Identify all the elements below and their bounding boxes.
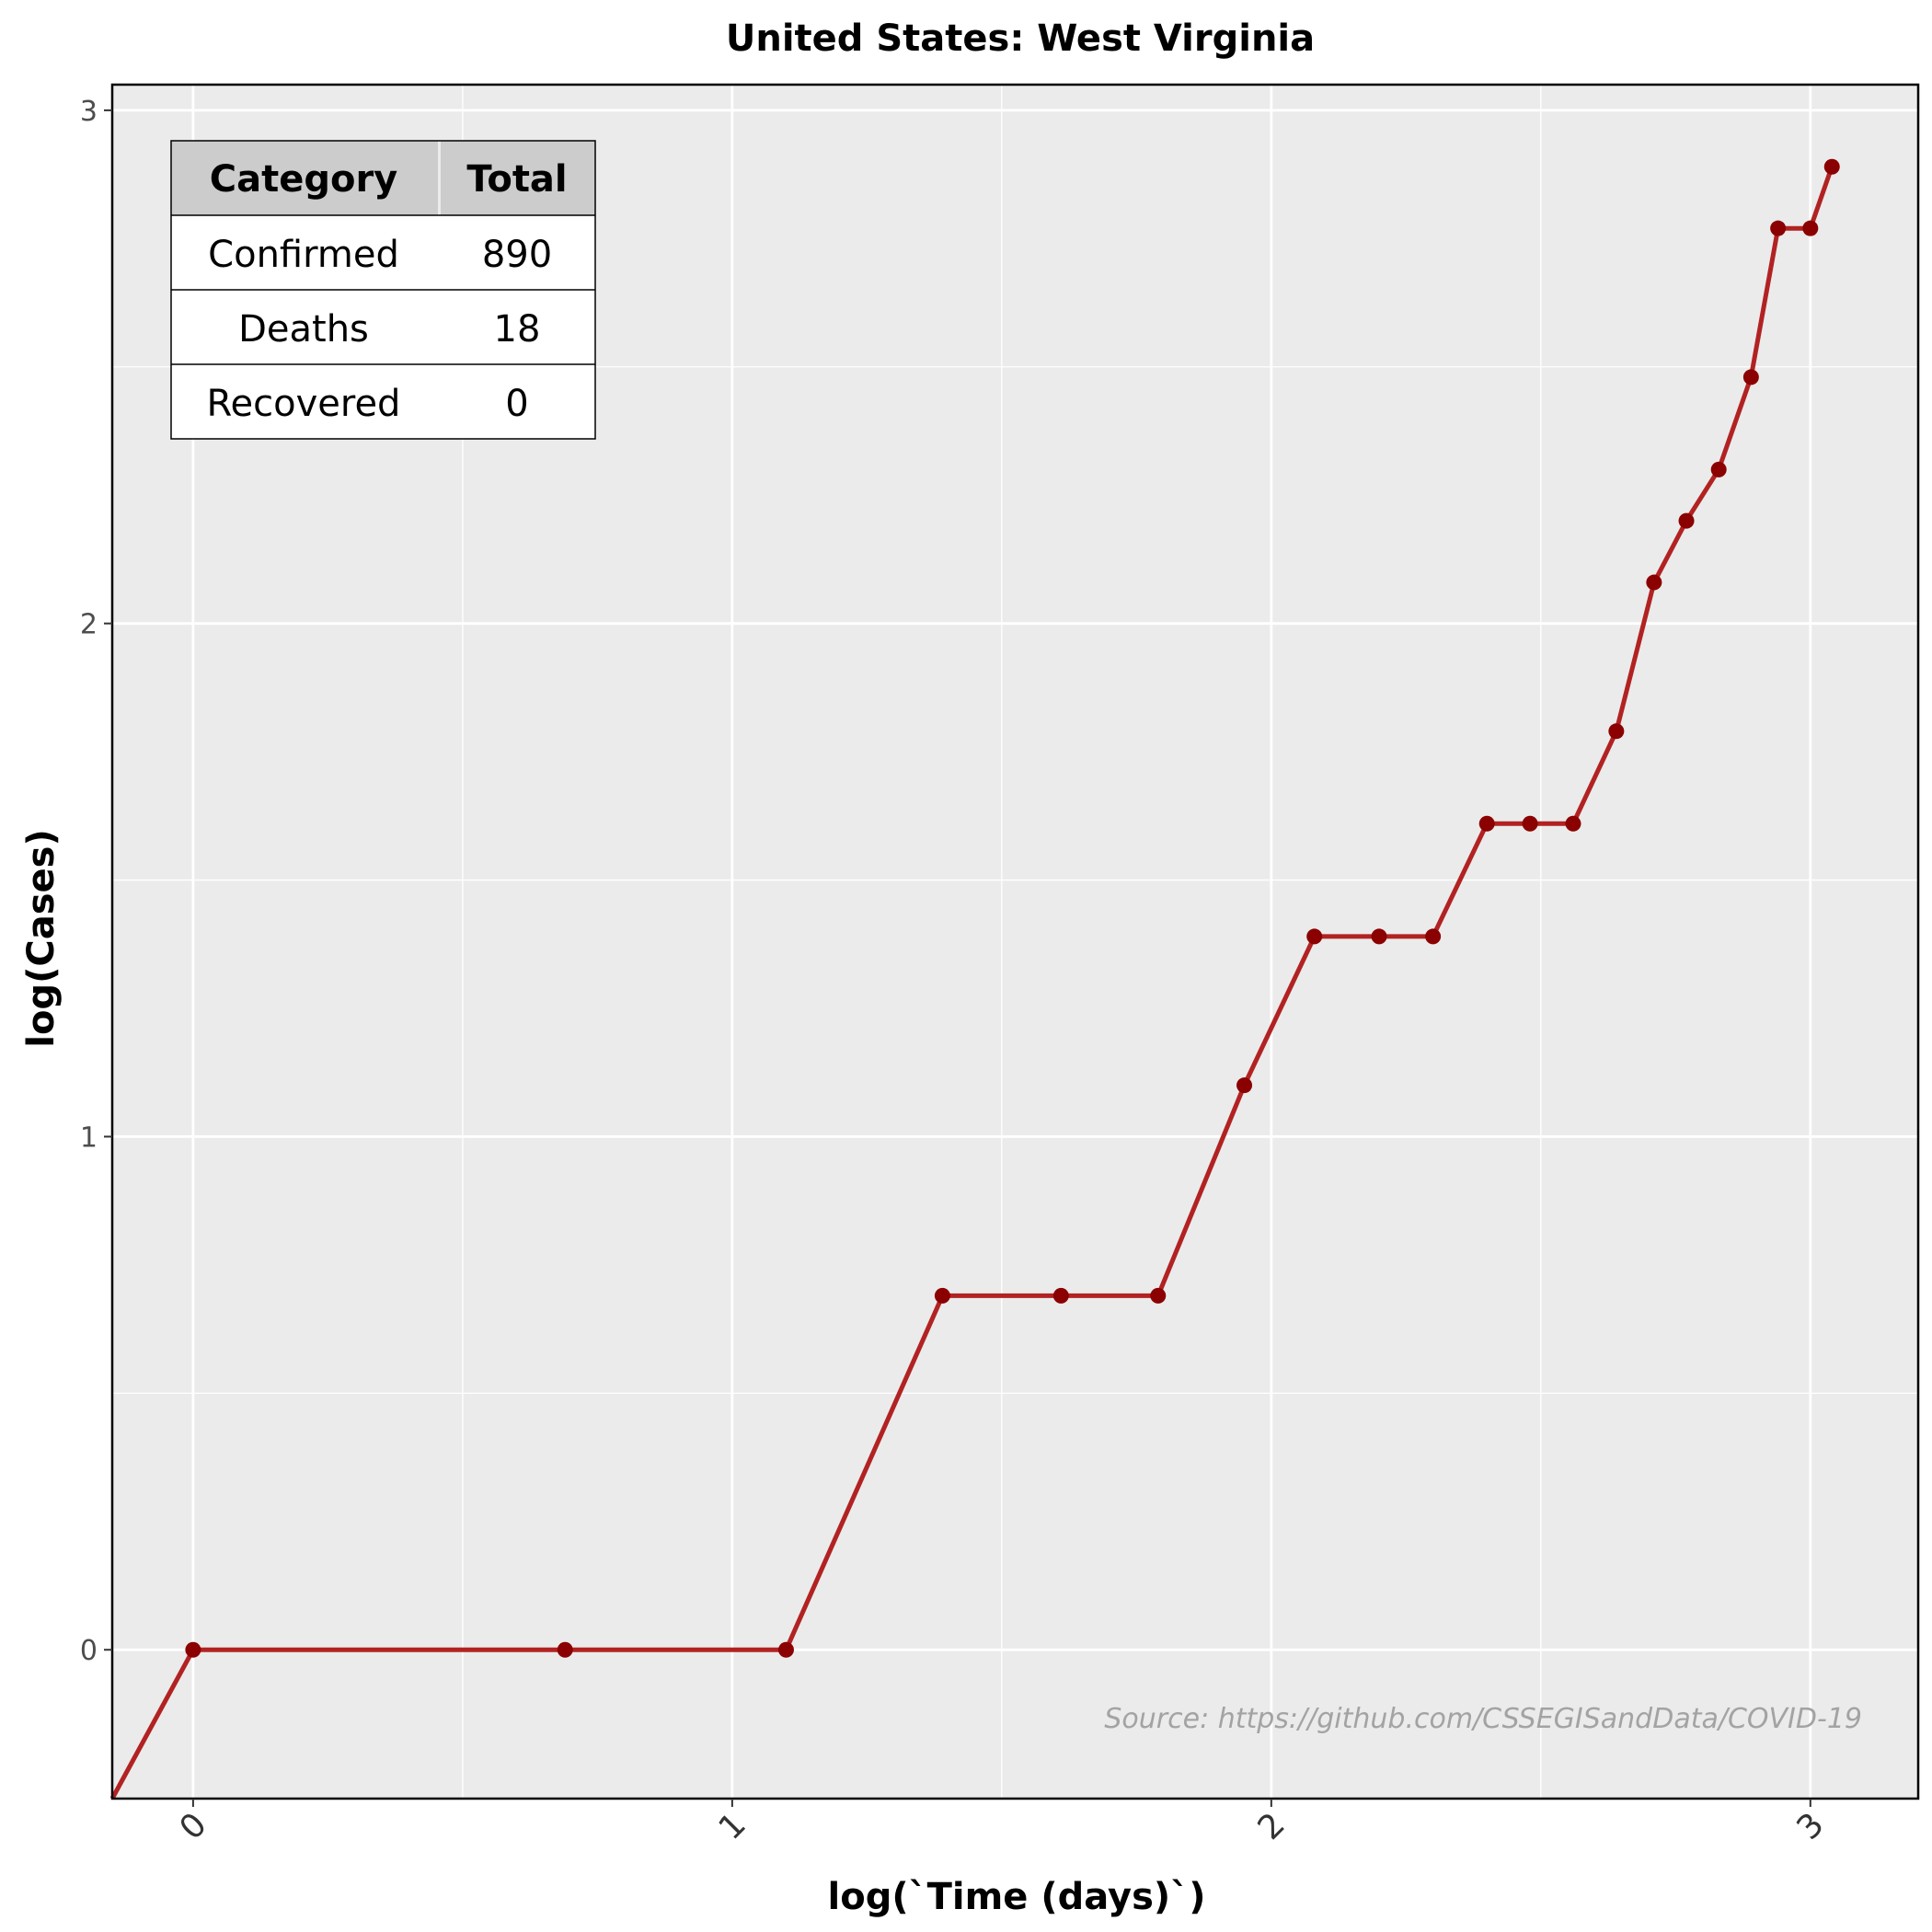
data-point xyxy=(557,1641,573,1658)
data-point xyxy=(1802,220,1819,236)
y-tick-label: 3 xyxy=(80,96,98,128)
data-point xyxy=(1425,928,1442,945)
chart-title: United States: West Virginia xyxy=(726,17,1315,60)
grid-lines xyxy=(112,85,1918,1799)
data-point xyxy=(1646,574,1662,591)
table-header-total: Total xyxy=(466,158,567,201)
data-point xyxy=(777,1641,794,1658)
data-point xyxy=(185,1641,201,1658)
data-point xyxy=(1608,723,1625,740)
table-header-cell-category xyxy=(171,141,438,215)
source-annotation: Source: https://github.com/CSSEGISandDat… xyxy=(1104,1703,1862,1735)
plot-border xyxy=(110,83,1920,1800)
table-body xyxy=(171,215,595,439)
data-points-layer xyxy=(185,158,1840,1658)
data-point xyxy=(1742,369,1759,385)
data-point xyxy=(1236,1077,1253,1094)
data-line-layer xyxy=(109,166,1834,1800)
y-axis-title: log(Cases) xyxy=(20,829,63,1047)
summary-table: Category Total Confirmed 890 Deaths 18 R… xyxy=(170,140,596,440)
data-point xyxy=(1478,815,1495,832)
data-point xyxy=(1678,512,1695,529)
table-header-cell-total xyxy=(441,141,595,215)
table-header-category: Category xyxy=(210,158,398,201)
x-tick-label: 0 xyxy=(173,1806,214,1847)
series-line xyxy=(109,166,1834,1800)
table-cell-deaths-label: Deaths xyxy=(238,308,369,351)
y-tick-label: 2 xyxy=(80,609,98,641)
data-point xyxy=(1306,928,1323,945)
x-tick-label: 1 xyxy=(712,1806,753,1847)
data-point xyxy=(1710,461,1727,477)
data-point xyxy=(1770,220,1787,236)
table-cell-recovered-label: Recovered xyxy=(207,383,401,425)
table-cell-deaths-value: 18 xyxy=(494,308,541,351)
table-cell-confirmed-label: Confirmed xyxy=(208,234,399,276)
y-tick-label: 0 xyxy=(80,1635,98,1667)
data-point xyxy=(1522,815,1538,832)
data-point xyxy=(1823,158,1840,175)
y-tick-label: 1 xyxy=(80,1121,98,1154)
x-axis-title: log(`Time (days)`) xyxy=(828,1876,1206,1918)
data-point xyxy=(934,1287,950,1304)
data-point xyxy=(1052,1287,1069,1304)
data-point xyxy=(1371,928,1387,945)
x-tick-label: 2 xyxy=(1251,1806,1293,1847)
x-tick-label: 3 xyxy=(1790,1806,1832,1847)
table-cell-recovered-value: 0 xyxy=(505,383,528,425)
data-point xyxy=(1565,815,1581,832)
table-cell-confirmed-value: 890 xyxy=(482,234,552,276)
data-point xyxy=(1150,1287,1167,1304)
